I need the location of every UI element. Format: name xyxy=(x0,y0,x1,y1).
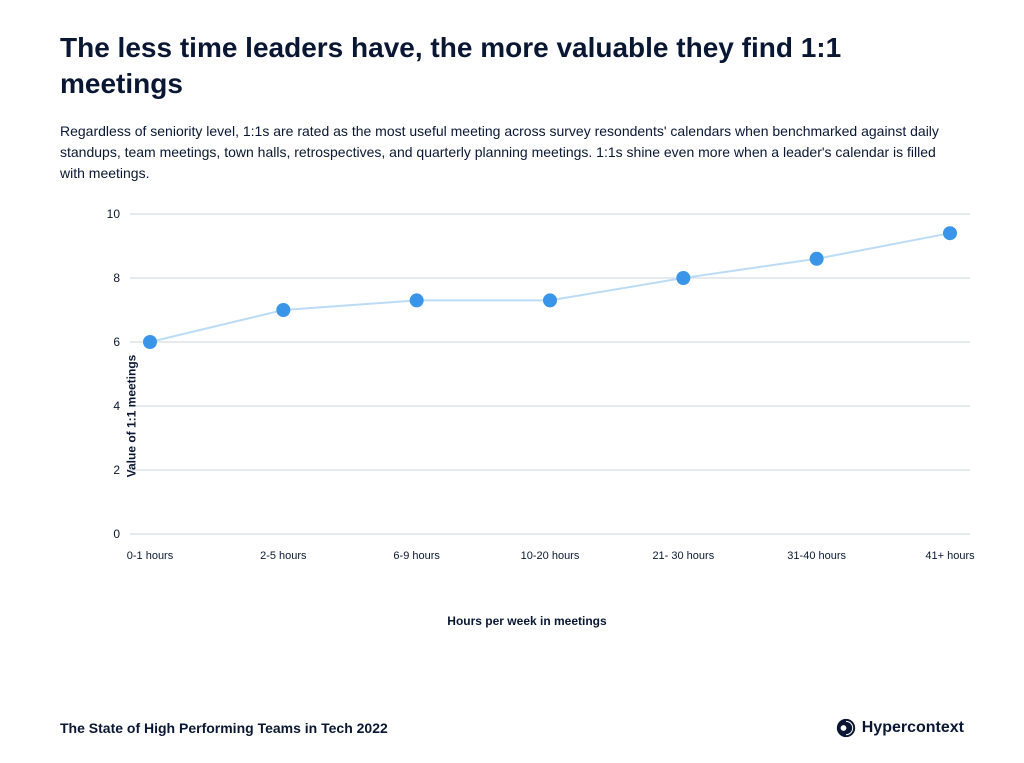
series-line xyxy=(150,233,950,342)
y-tick-label: 8 xyxy=(113,271,120,285)
y-tick-label: 6 xyxy=(113,335,120,349)
x-axis-label: Hours per week in meetings xyxy=(90,614,964,628)
x-tick-label: 31-40 hours xyxy=(787,550,846,562)
y-tick-label: 2 xyxy=(113,463,120,477)
chart-title: The less time leaders have, the more val… xyxy=(60,30,964,103)
data-point xyxy=(943,226,957,240)
data-point xyxy=(410,293,424,307)
x-tick-label: 2-5 hours xyxy=(260,550,307,562)
x-tick-label: 41+ hours xyxy=(925,550,975,562)
y-axis-label: Value of 1:1 meetings xyxy=(124,354,138,477)
y-tick-label: 0 xyxy=(113,527,120,541)
y-tick-label: 4 xyxy=(113,399,120,413)
brand: Hypercontext xyxy=(836,718,964,738)
brand-logo-icon xyxy=(836,718,856,738)
x-tick-label: 6-9 hours xyxy=(393,550,440,562)
data-point xyxy=(143,335,157,349)
chart-subtitle: Regardless of seniority level, 1:1s are … xyxy=(60,121,940,184)
x-tick-label: 10-20 hours xyxy=(521,550,580,562)
data-point xyxy=(276,303,290,317)
line-chart: 0 2 4 6 8 10 0-1 hours 2-5 hours 6-9 hours 10-20 … xyxy=(90,204,990,574)
x-tick-label: 0-1 hours xyxy=(127,550,174,562)
chart-area: Value of 1:1 meetings 0 2 4 6 8 10 0-1 hours 2-… xyxy=(90,204,964,628)
brand-name: Hypercontext xyxy=(862,719,964,737)
footer: The State of High Performing Teams in Te… xyxy=(60,718,964,738)
data-point xyxy=(543,293,557,307)
y-tick-label: 10 xyxy=(107,207,121,221)
report-name: The State of High Performing Teams in Te… xyxy=(60,720,388,736)
data-point xyxy=(676,271,690,285)
data-point xyxy=(810,252,824,266)
x-tick-label: 21- 30 hours xyxy=(652,550,714,562)
